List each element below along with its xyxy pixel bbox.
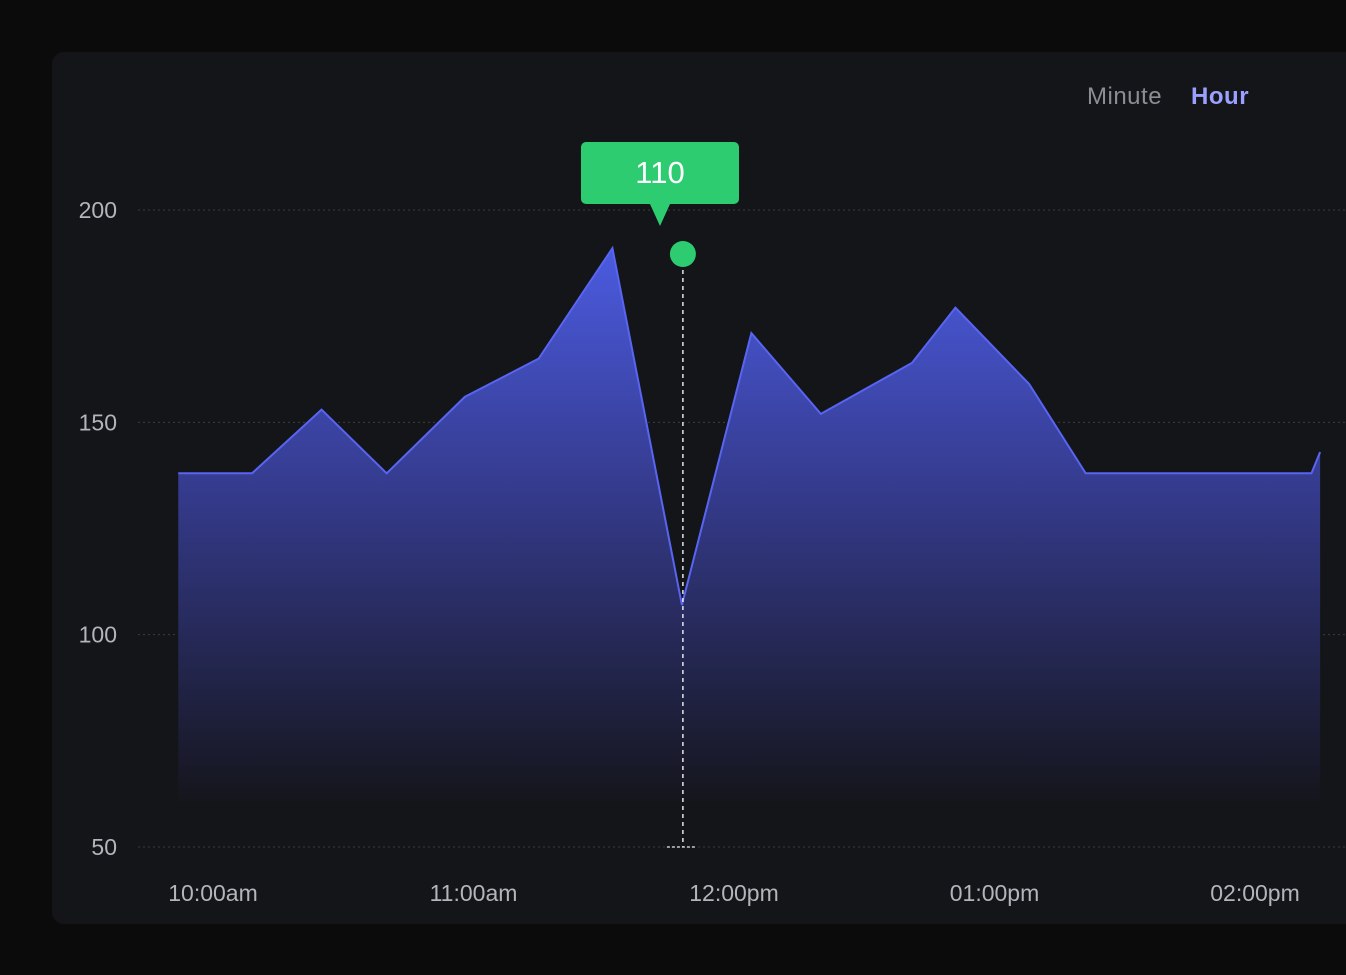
data-point-6[interactable] xyxy=(609,245,615,251)
data-point-1[interactable] xyxy=(249,470,255,476)
area-fill xyxy=(178,248,1321,803)
data-point-7[interactable] xyxy=(679,602,685,608)
x-tick-label-10:00am: 10:00am xyxy=(168,880,258,906)
x-axis: 10:00am 11:00am 12:00pm 01:00pm 02:00pm xyxy=(168,880,1300,906)
highlight-dot[interactable] xyxy=(669,241,696,267)
highlight-marker-group xyxy=(666,241,697,848)
y-tick-label-150: 150 xyxy=(79,409,117,435)
y-tick-label-200: 200 xyxy=(79,197,117,223)
toggle-hour[interactable]: Hour xyxy=(1191,83,1250,110)
granularity-toggle: Minute Hour xyxy=(1087,83,1249,111)
data-point-9[interactable] xyxy=(818,411,824,417)
toggle-minute[interactable]: Minute xyxy=(1087,83,1163,110)
data-point-10[interactable] xyxy=(909,360,915,366)
y-axis: 200 150 100 50 xyxy=(79,197,117,860)
data-point-11[interactable] xyxy=(952,305,958,311)
data-point-13[interactable] xyxy=(1083,470,1089,476)
data-point-12[interactable] xyxy=(1026,381,1032,387)
value-tooltip: 110 xyxy=(581,142,739,226)
data-point-5[interactable] xyxy=(536,356,542,362)
data-point-8[interactable] xyxy=(748,330,754,336)
y-tick-label-100: 100 xyxy=(79,622,117,648)
area-series xyxy=(175,245,1323,803)
x-tick-label-02:00pm: 02:00pm xyxy=(1210,880,1300,906)
data-point-2[interactable] xyxy=(319,407,325,413)
data-point-0[interactable] xyxy=(175,470,181,476)
x-tick-label-12:00pm: 12:00pm xyxy=(689,880,779,906)
x-tick-label-11:00am: 11:00am xyxy=(430,880,518,906)
x-tick-label-01:00pm: 01:00pm xyxy=(950,880,1040,906)
data-point-3[interactable] xyxy=(384,470,390,476)
data-point-15[interactable] xyxy=(1317,449,1323,455)
data-point-14[interactable] xyxy=(1308,470,1314,476)
data-point-4[interactable] xyxy=(462,394,468,400)
y-tick-label-50: 50 xyxy=(91,834,117,860)
series-line xyxy=(178,245,1322,606)
